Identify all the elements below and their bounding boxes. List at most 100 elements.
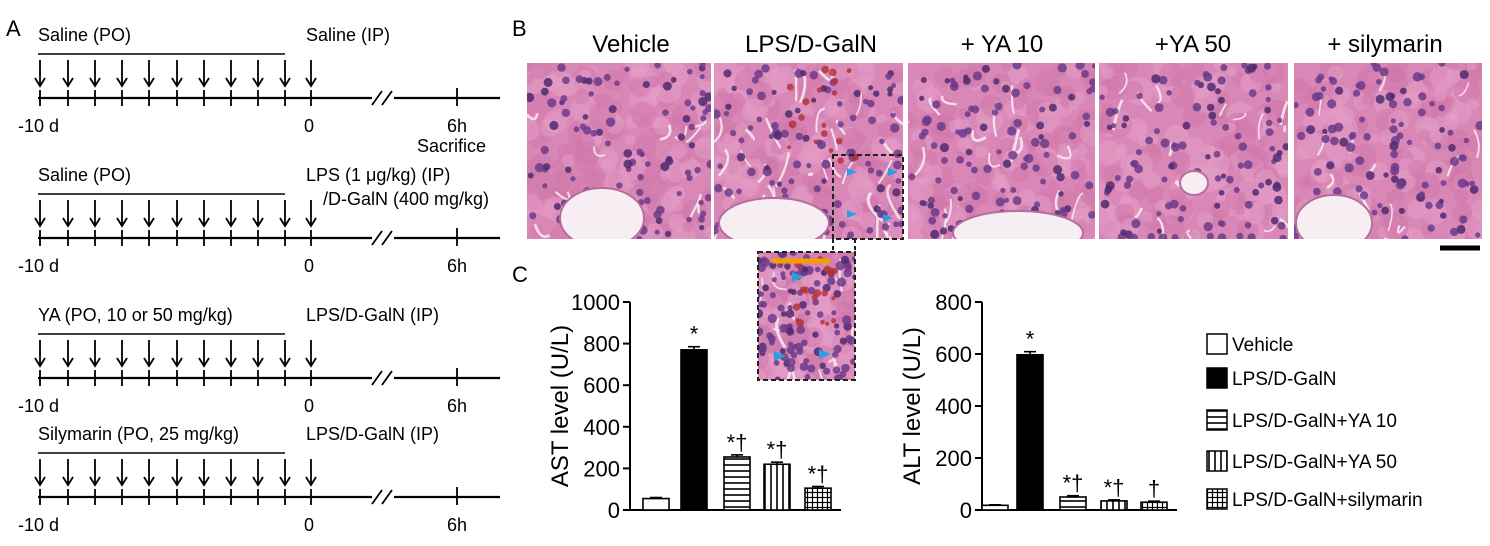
axis-break-mark (381, 90, 393, 106)
micro-title-ya10: + YA 10 (961, 31, 1044, 58)
dose-arrowhead (62, 476, 74, 487)
he-stained-tissue (1099, 63, 1288, 239)
dose-arrowhead (143, 217, 155, 228)
zoom-inset (758, 252, 855, 380)
he-stained-tissue (1294, 63, 1482, 239)
dose-arrowhead (89, 217, 101, 228)
y-tick-label: 800 (935, 290, 972, 315)
bar (1100, 500, 1128, 511)
lesion-arrowhead (883, 214, 893, 222)
challenge-label: LPS (1 μg/kg) (IP) (306, 165, 450, 185)
dose-arrowhead (279, 77, 291, 88)
dose-arrowhead (252, 217, 264, 228)
dose-arrowhead (305, 476, 317, 487)
zero-label: 0 (304, 256, 314, 276)
dose-arrowhead (225, 357, 237, 368)
micrograph-row (527, 63, 1482, 239)
dose-arrowhead (143, 357, 155, 368)
timeline-row: Silymarin (PO, 25 mg/kg) LPS/D-GalN (IP) -… (18, 424, 500, 535)
legend-label-ya10: LPS/D-GalN+YA 10 (1232, 411, 1397, 432)
legend: Vehicle LPS/D-GalN LPS/D-GalN+YA 10 LPS/… (1206, 333, 1423, 511)
inset-frame (757, 251, 856, 381)
he-stained-tissue (527, 63, 711, 239)
legend-label-lps: LPS/D-GalN (1232, 369, 1337, 390)
y-tick-label: 0 (960, 498, 972, 523)
lesion-arrowhead (888, 168, 898, 176)
inset-arrowhead (792, 272, 804, 282)
dose-arrowhead (89, 357, 101, 368)
axis-break-mark (381, 230, 393, 246)
legend-swatch-lps (1206, 367, 1228, 389)
micrograph-panel (908, 63, 1095, 239)
dosing-label: Silymarin (PO, 25 mg/kg) (38, 424, 239, 444)
y-tick-label: 800 (583, 332, 620, 357)
dose-arrowhead (34, 476, 46, 487)
legend-label-silymarin: LPS/D-GalN+silymarin (1232, 490, 1423, 511)
micrograph-panel (1294, 63, 1482, 239)
start-label: -10 d (18, 515, 59, 535)
timeline-row: Saline (PO) LPS (1 μg/kg) (IP) /D-GalN (40… (18, 165, 500, 276)
legend-swatch-ya10 (1206, 409, 1228, 431)
micro-title-ya50: +YA 50 (1155, 31, 1231, 58)
bar (680, 349, 708, 511)
bar (642, 497, 670, 511)
y-tick-label: 600 (935, 342, 972, 367)
dose-arrowhead (62, 217, 74, 228)
bar (981, 504, 1009, 511)
end-sublabel: Sacrifice (417, 136, 486, 156)
y-axis-label: ALT level (U/L) (899, 327, 926, 485)
zero-label: 0 (304, 116, 314, 136)
panel-b-letter: B (512, 16, 527, 41)
challenge-label: Saline (IP) (306, 25, 390, 45)
dose-arrowhead (225, 476, 237, 487)
dose-arrowhead (198, 77, 210, 88)
end-label: 6h (447, 396, 467, 416)
dose-arrowhead (89, 77, 101, 88)
dose-arrowhead (34, 217, 46, 228)
significance-mark: *† (808, 461, 829, 486)
legend-swatch-vehicle (1206, 333, 1228, 355)
axis-break-mark (381, 370, 393, 386)
zero-label: 0 (304, 396, 314, 416)
micrograph-panel (1099, 63, 1288, 239)
significance-mark: *† (1063, 471, 1084, 496)
micro-title-lps: LPS/D-GalN (745, 31, 877, 58)
panel-a-letter: A (6, 16, 21, 41)
zoom-box (832, 154, 904, 240)
y-axis-label: AST level (U/L) (547, 325, 574, 487)
dose-arrowhead (116, 476, 128, 487)
end-label: 6h (447, 256, 467, 276)
dose-arrowhead (62, 357, 74, 368)
y-tick-label: 400 (935, 394, 972, 419)
micro-title-vehicle: Vehicle (592, 31, 669, 58)
dose-arrowhead (305, 357, 317, 368)
axis-break-mark (371, 90, 383, 106)
inset-arrowhead (819, 349, 831, 359)
dose-arrowhead (89, 476, 101, 487)
dose-arrowhead (279, 476, 291, 487)
end-label: 6h (447, 116, 467, 136)
significance-mark: † (1148, 476, 1160, 501)
dose-arrowhead (116, 77, 128, 88)
panel-c-letter: C (512, 262, 528, 287)
lesion-arrowhead (847, 210, 857, 218)
panel-a-timelines: Saline (PO) Saline (IP)-10 d 0 6hSacrificeS… (18, 25, 500, 535)
legend-swatch-ya50 (1206, 450, 1228, 472)
start-label: -10 d (18, 116, 59, 136)
legend-swatch-silymarin (1206, 488, 1228, 510)
dose-arrowhead (171, 217, 183, 228)
start-label: -10 d (18, 396, 59, 416)
y-tick-label: 1000 (571, 290, 620, 315)
he-stained-tissue (714, 63, 903, 239)
dose-arrowhead (225, 77, 237, 88)
dose-arrowhead (279, 217, 291, 228)
bar (1016, 353, 1044, 511)
significance-mark: * (1026, 327, 1035, 352)
dose-arrowhead (171, 476, 183, 487)
dose-arrowhead (198, 217, 210, 228)
inset-arrowhead (774, 351, 786, 361)
dose-arrowhead (252, 476, 264, 487)
dose-arrowhead (143, 77, 155, 88)
micrograph-panel (527, 63, 711, 239)
